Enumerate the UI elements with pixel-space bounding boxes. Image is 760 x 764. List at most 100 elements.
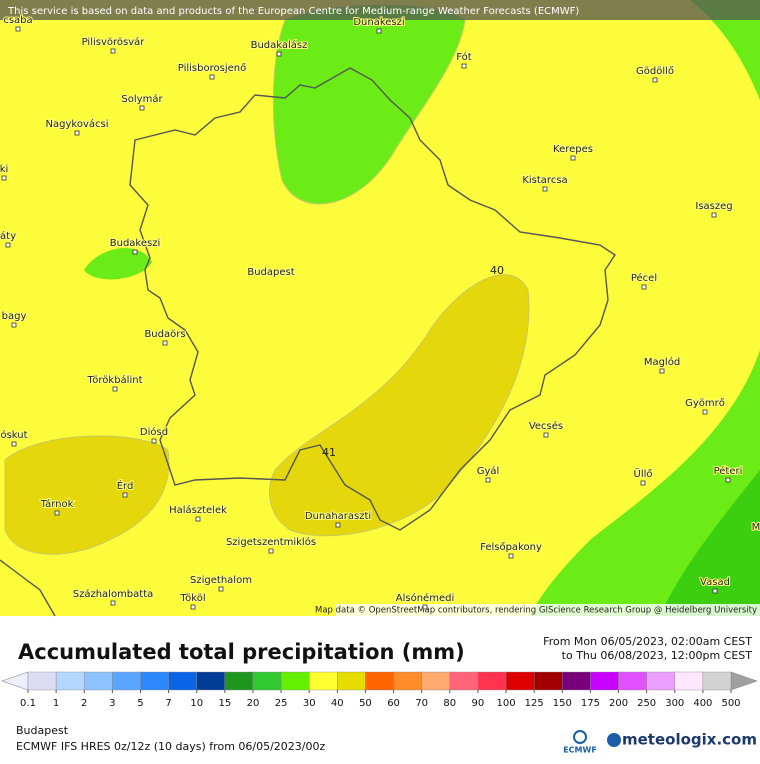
legend-tick-label: 7 xyxy=(165,698,171,709)
place-dot xyxy=(712,588,718,594)
place-dot xyxy=(218,586,224,592)
place-label: Dunakeszi xyxy=(353,17,404,28)
place-label: Kistarcsa xyxy=(522,175,567,186)
place-label: Pilisborosjenő xyxy=(178,62,246,74)
legend-tick-label: 200 xyxy=(609,698,628,709)
legend-swatch xyxy=(562,671,591,691)
place-label: Vecsés xyxy=(529,420,563,432)
legend-swatch xyxy=(618,671,647,691)
place-label: Törökbálint xyxy=(86,374,142,386)
place-dot xyxy=(11,322,17,328)
legend-swatch xyxy=(168,671,197,691)
location: Budapest xyxy=(16,724,69,737)
place-dot xyxy=(725,477,731,483)
legend-swatch xyxy=(674,671,704,691)
meteologix-icon xyxy=(607,733,621,747)
legend-tick-label: 40 xyxy=(331,698,344,709)
place-dot xyxy=(122,492,128,498)
ecmwf-logo: ECMWF xyxy=(563,746,597,755)
legend-title: Accumulated total precipitation (mm) xyxy=(18,640,465,664)
place-dot xyxy=(570,155,576,161)
place-dot xyxy=(110,600,116,606)
legend-swatch xyxy=(224,671,254,691)
contour-label: 40 xyxy=(490,264,504,277)
place-label: Maglód xyxy=(644,356,680,368)
legend-swatch xyxy=(505,671,535,691)
legend-swatch xyxy=(27,671,57,691)
place-dot xyxy=(422,604,428,610)
place-label: Dunaharaszti xyxy=(305,511,371,522)
place-label: Felsőpakony xyxy=(480,541,542,553)
place-dot xyxy=(1,175,7,181)
place-dot xyxy=(485,477,491,483)
legend-tick-label: 10 xyxy=(190,698,203,709)
place-label: bagy xyxy=(2,311,27,322)
place-label: Érd xyxy=(117,479,134,492)
legend-swatch xyxy=(84,671,113,691)
legend-tick-label: 150 xyxy=(553,698,572,709)
legend-swatch xyxy=(590,671,619,691)
place-label: Budakeszi xyxy=(110,238,161,249)
legend-tick-label: 80 xyxy=(443,698,456,709)
legend-tick-label: 500 xyxy=(721,698,740,709)
place-label: Gyömrő xyxy=(685,397,725,409)
place-label: Solymár xyxy=(121,93,163,105)
place-label: ki xyxy=(0,164,8,175)
place-dot xyxy=(112,386,118,392)
attribution: This service is based on data and produc… xyxy=(7,6,579,17)
place-label: Üllő xyxy=(634,467,653,480)
place-dot xyxy=(711,212,717,218)
legend-swatch xyxy=(449,671,479,691)
legend-tick-label: 100 xyxy=(496,698,515,709)
place-dot xyxy=(11,441,17,447)
place-dot xyxy=(376,28,382,34)
map: This service is based on data and produc… xyxy=(0,0,760,617)
legend-tick-label: 300 xyxy=(665,698,684,709)
place-label: Nagykovácsi xyxy=(46,118,109,130)
green-zone xyxy=(690,0,760,100)
place-dot xyxy=(702,409,708,415)
place-label: Szigetszentmiklós xyxy=(226,536,316,548)
legend-swatch xyxy=(477,671,507,691)
boundary xyxy=(0,559,56,617)
map-attribution: Map data © OpenStreetMap contributors, r… xyxy=(315,606,757,616)
place-dot xyxy=(640,480,646,486)
legend-tick-label: 20 xyxy=(247,698,260,709)
place-dot xyxy=(461,63,467,69)
legend-tick-label: 5 xyxy=(137,698,143,709)
place-label: Péteri xyxy=(714,465,743,477)
place-dot xyxy=(15,26,21,32)
place-dot xyxy=(190,604,196,610)
legend-tick-label: 70 xyxy=(415,698,428,709)
legend-swatch xyxy=(112,671,141,691)
place-dot xyxy=(162,340,168,346)
legend-swatch xyxy=(421,671,450,691)
legend-swatch xyxy=(393,671,422,691)
legend-tick-label: 50 xyxy=(359,698,372,709)
place-label: Fót xyxy=(456,51,472,63)
map-attribution-bg xyxy=(336,604,760,616)
city-label: Budapest xyxy=(247,267,294,278)
legend-tick-label: 250 xyxy=(637,698,656,709)
place-dot xyxy=(268,548,274,554)
legend-swatch xyxy=(646,671,675,691)
legend-tick-label: 60 xyxy=(387,698,400,709)
legend-swatch xyxy=(196,671,226,691)
place-label: Isaszeg xyxy=(695,201,732,212)
place-dot xyxy=(276,51,282,57)
ecmwf-logo-icon xyxy=(573,730,587,744)
model-info: ECMWF IFS HRES 0z/12z (10 days) from 06/… xyxy=(16,740,326,753)
place-dot xyxy=(74,130,80,136)
place-dot xyxy=(641,284,647,290)
dark-yellow-zone xyxy=(4,435,170,555)
legend-tick-label: 15 xyxy=(218,698,231,709)
place-dot xyxy=(132,249,138,255)
place-dot xyxy=(652,77,658,83)
place-label: Alsónémedi xyxy=(396,592,454,604)
place-dot xyxy=(110,48,116,54)
legend-swatch xyxy=(533,671,563,691)
legend-swatch xyxy=(252,671,282,691)
place-label: Budakalász xyxy=(251,39,308,51)
legend-tick-label: 2 xyxy=(81,698,87,709)
